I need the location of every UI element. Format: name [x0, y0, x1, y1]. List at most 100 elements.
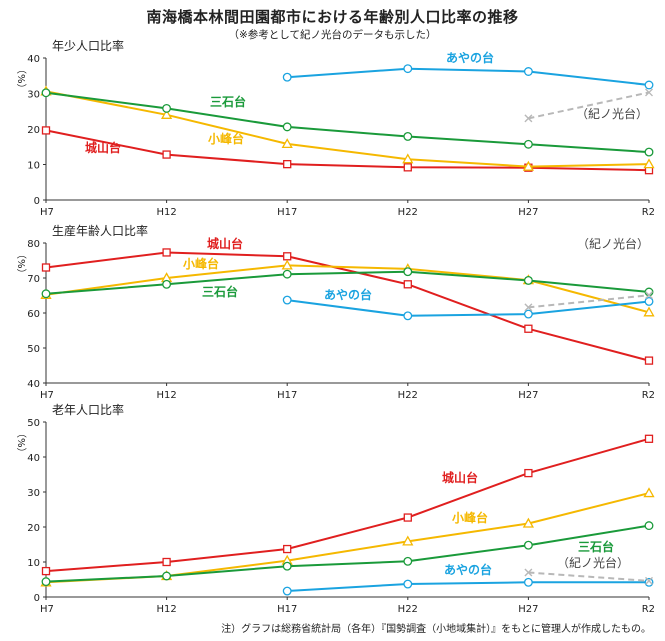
y-tick-label: 40 [27, 379, 40, 390]
series-label: 三石台 [210, 94, 246, 109]
x-tick-label: H22 [398, 390, 418, 401]
data-point [160, 108, 173, 119]
series-label: 三石台 [578, 539, 614, 554]
panel-title: 年少人口比率 [52, 38, 124, 53]
data-point [403, 311, 413, 321]
data-point [643, 487, 655, 498]
data-point [522, 160, 535, 171]
data-point [282, 586, 292, 596]
x-tick-label: H12 [156, 207, 176, 218]
series-label: 小峰台 [452, 510, 488, 525]
data-point [643, 158, 655, 169]
data-point [41, 289, 51, 299]
data-point [645, 576, 653, 585]
data-point [522, 517, 535, 528]
data-point [403, 513, 412, 522]
data-point [282, 561, 292, 571]
data-point [523, 276, 533, 285]
data-point [162, 279, 172, 289]
figure-subtitle: （※参考として紀ノ光台のデータも示した） [228, 29, 437, 41]
y-tick-label: 60 [27, 309, 40, 320]
series-label: 城山台 [442, 470, 478, 485]
data-point [644, 434, 654, 443]
series-line-紀ノ光台 [528, 294, 650, 309]
data-point [162, 571, 172, 581]
panel-2: 生産年齢人口比率 （%） 40 50 60 70 80 H7 H12 H17 H22 H27 R2 城山台… [15, 223, 655, 401]
data-point [403, 556, 413, 566]
data-point [645, 88, 653, 97]
series-line-あやの台 [287, 581, 649, 592]
series-line-城山台 [45, 437, 650, 573]
data-point [162, 103, 172, 113]
y-axis-label: （%） [15, 428, 27, 458]
data-point [523, 67, 533, 76]
panel-3: 老年人口比率 （%） 0 10 20 30 40 50 H7 H12 H17 H22 H27 R2 城山台小… [15, 402, 655, 615]
data-point [643, 306, 655, 317]
y-tick-label: 70 [27, 274, 40, 285]
data-point [41, 88, 51, 98]
data-point [524, 303, 533, 312]
y-tick-label: 80 [27, 239, 40, 250]
x-tick-label: R2 [642, 390, 655, 401]
series-line-小峰台 [45, 90, 650, 168]
y-tick-label: 50 [27, 418, 40, 429]
x-tick-label: H22 [398, 604, 418, 615]
data-point [523, 577, 533, 587]
y-tick-label: 0 [34, 196, 40, 207]
y-tick-label: 30 [27, 90, 40, 101]
panel-title: 老年人口比率 [52, 402, 124, 417]
series-label: あやの台 [446, 50, 494, 65]
y-tick-label: 10 [27, 558, 40, 569]
data-point [523, 309, 533, 319]
data-point [281, 259, 293, 270]
data-point [162, 557, 171, 567]
y-tick-label: 0 [34, 593, 40, 604]
data-point [524, 324, 533, 333]
data-point [644, 80, 654, 90]
data-point [523, 540, 533, 550]
data-point [281, 138, 293, 149]
data-point [283, 544, 292, 554]
data-point [403, 163, 412, 172]
data-point [403, 64, 413, 74]
data-point [644, 147, 654, 157]
series-label: （紀ノ光台） [557, 555, 629, 570]
series-line-あやの台 [287, 67, 650, 86]
data-point [162, 150, 171, 159]
figure-title: 南海橋本林間田園都市における年齢別人口比率の推移 [146, 8, 519, 26]
data-point [644, 577, 654, 587]
data-point [41, 263, 51, 272]
series-label: 小峰台 [208, 131, 244, 146]
x-tick-label: R2 [642, 604, 655, 615]
x-tick-label: H27 [518, 390, 538, 401]
series-label: 三石台 [202, 284, 238, 299]
panel-title: 生産年齢人口比率 [52, 223, 148, 238]
y-tick-label: 20 [27, 523, 40, 534]
x-tick-label: H27 [518, 207, 538, 218]
data-point [283, 252, 292, 261]
data-point [524, 468, 533, 478]
series-line-紀ノ光台 [528, 571, 650, 582]
panel-1: 年少人口比率 （%） 0 10 20 30 40 H7 H12 H17 H22 H27 R2 あやの台三石… [15, 38, 655, 218]
data-point [403, 132, 413, 141]
y-axis-label: （%） [15, 64, 27, 94]
series-line-あやの台 [287, 299, 650, 317]
data-point [524, 114, 533, 123]
x-tick-label: H17 [277, 207, 297, 218]
x-tick-label: H12 [156, 604, 176, 615]
x-tick-label: H7 [40, 604, 54, 615]
data-point [282, 72, 292, 82]
data-point [41, 566, 51, 576]
series-line-三石台 [45, 524, 650, 583]
y-tick-label: 30 [27, 488, 40, 499]
x-tick-label: H22 [398, 207, 418, 218]
y-tick-label: 20 [27, 125, 40, 136]
data-point [645, 291, 653, 300]
series-label: （紀ノ光台） [577, 236, 649, 251]
data-point [282, 295, 292, 305]
data-point [402, 153, 414, 164]
y-tick-label: 40 [27, 54, 40, 65]
y-axis-label: （%） [15, 249, 27, 279]
